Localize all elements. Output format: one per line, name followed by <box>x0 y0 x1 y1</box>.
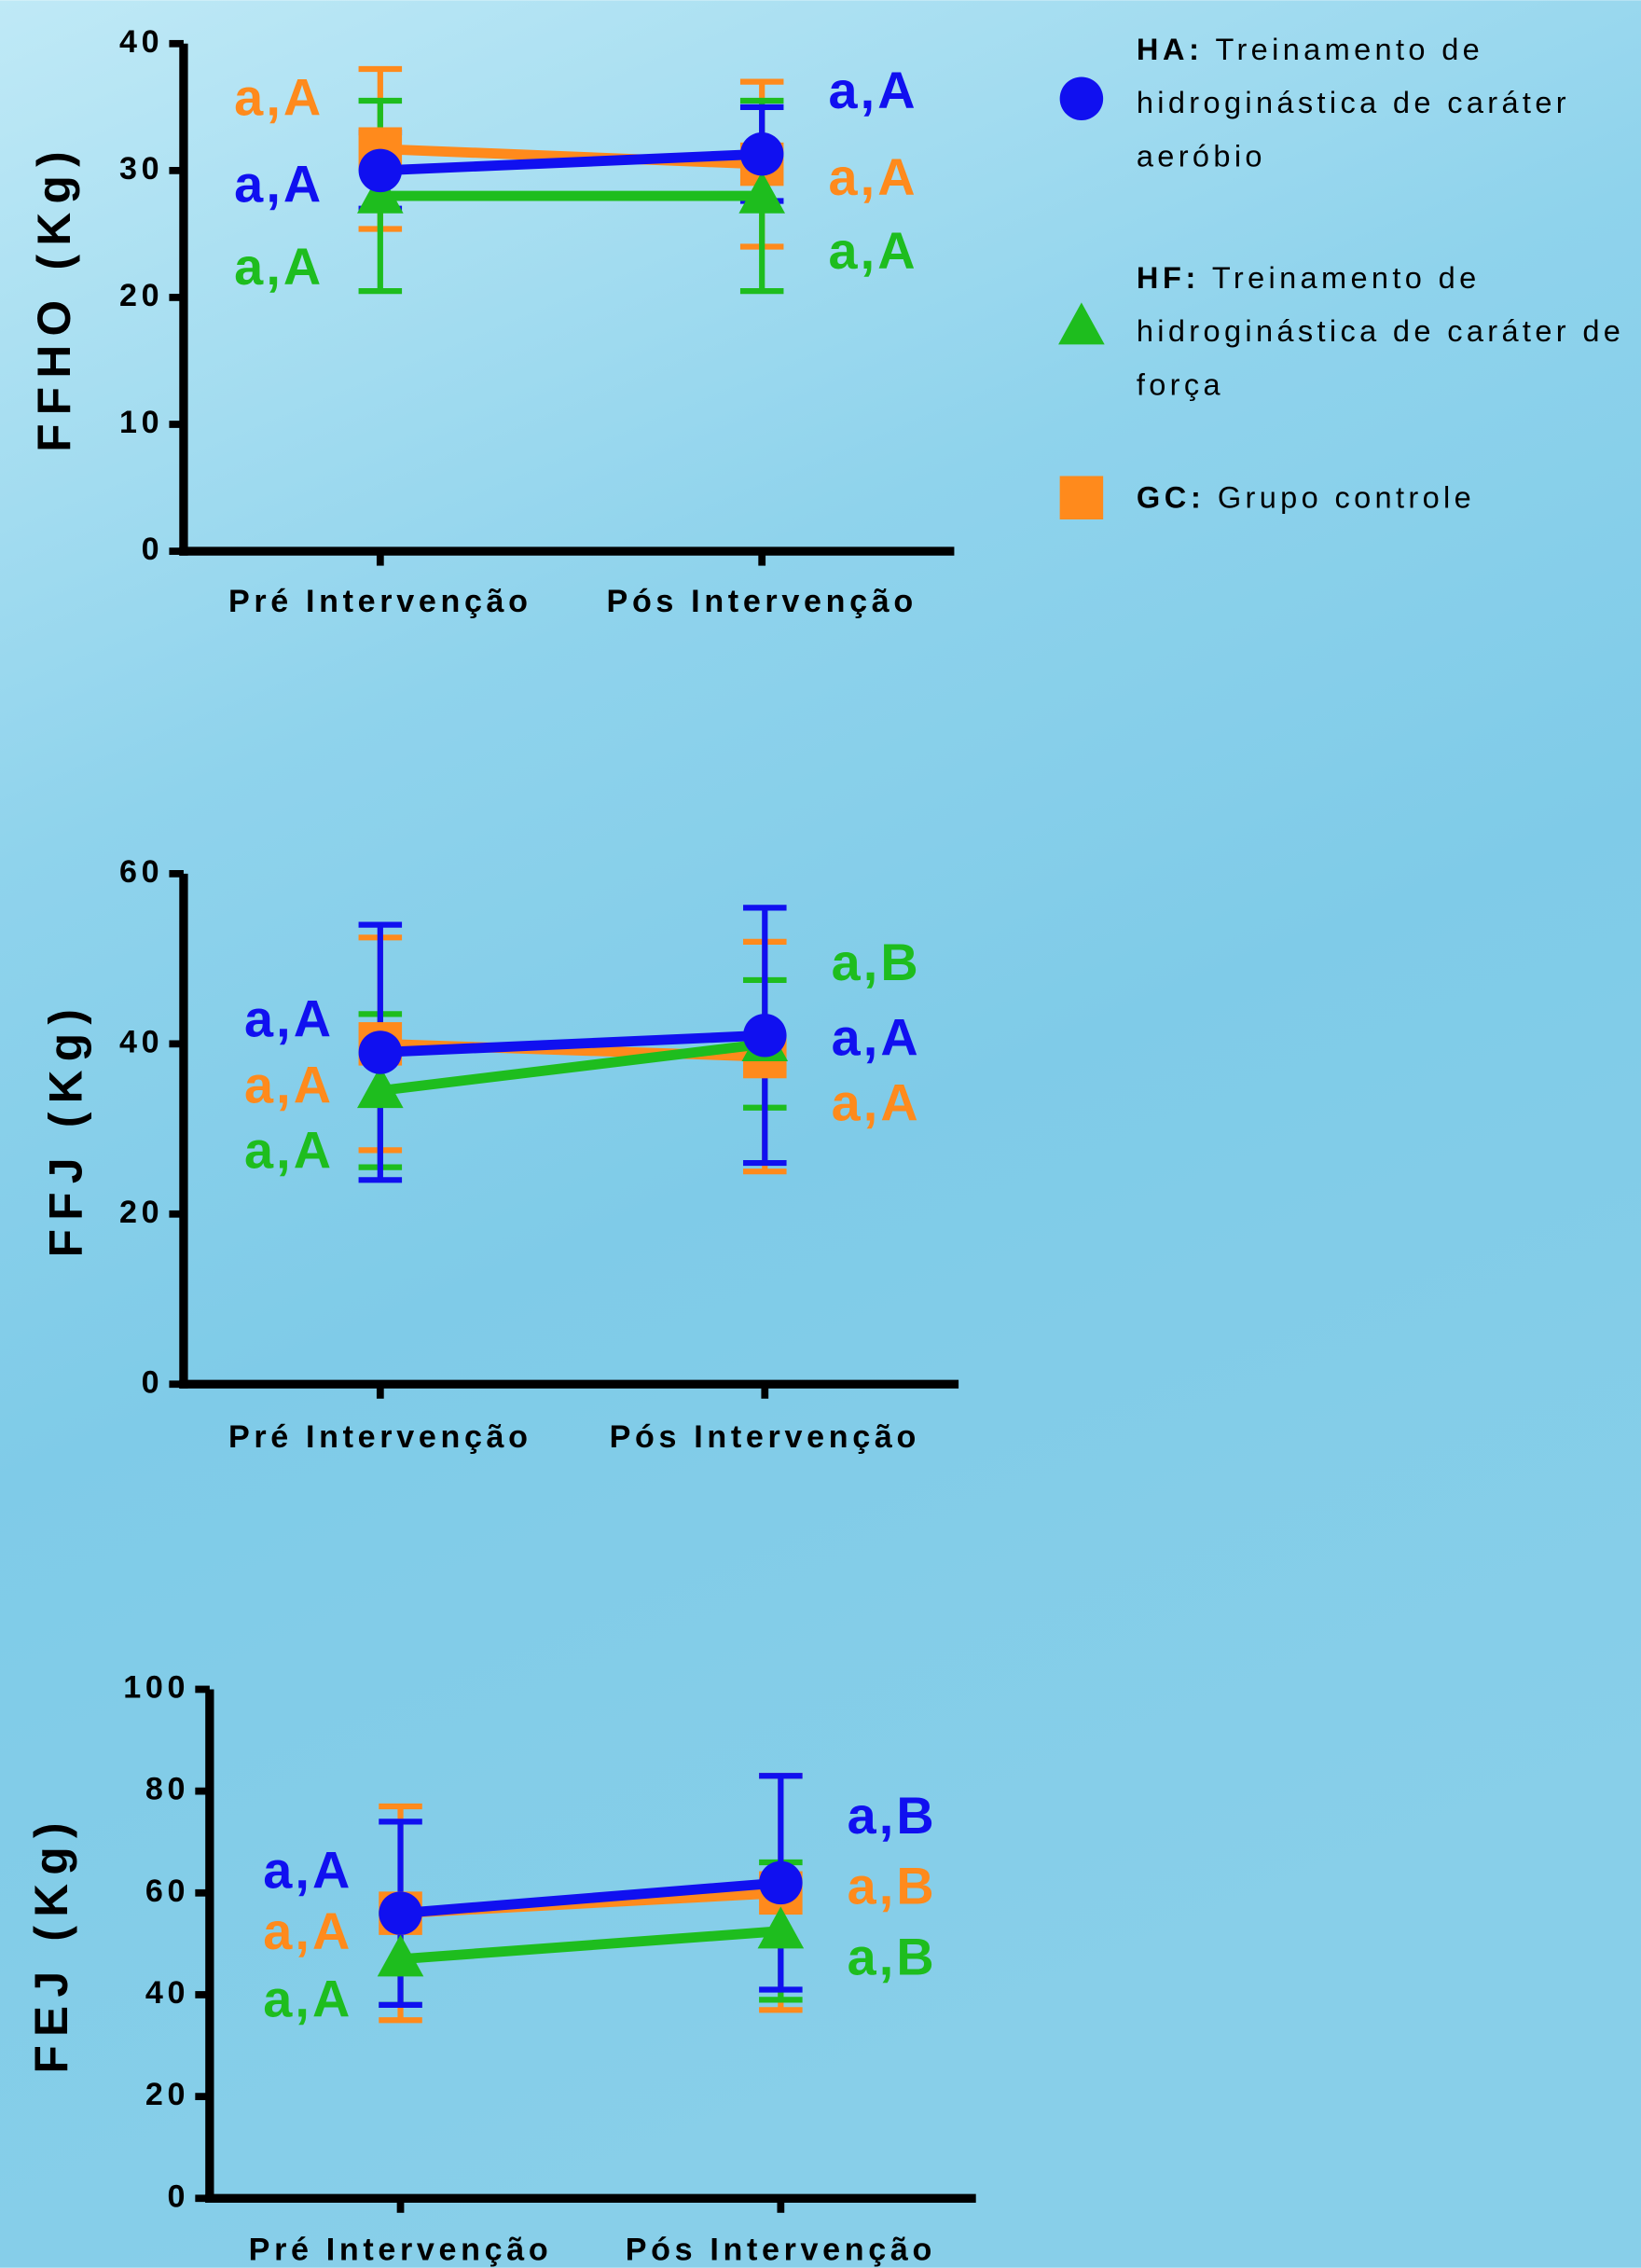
legend-description: Grupo controle <box>1218 482 1475 516</box>
y-tick-label: 60 <box>145 1874 189 1909</box>
marker-circle <box>759 1861 803 1905</box>
legend-description: Treinamento de hidroginástica de caráter… <box>1137 262 1624 402</box>
significance-label: a,A <box>832 1072 921 1131</box>
x-tick-label: Pós Intervenção <box>610 1419 920 1455</box>
legend-marker <box>1060 76 1104 120</box>
y-tick-label: 40 <box>145 1975 189 2011</box>
y-tick-label: 40 <box>119 24 163 60</box>
significance-label: a,A <box>829 61 918 119</box>
significance-label: a,A <box>263 1841 352 1900</box>
y-tick-label: 60 <box>119 854 163 890</box>
x-tick-label: Pré Intervenção <box>249 2233 553 2268</box>
significance-label: a,A <box>832 1008 921 1067</box>
significance-label: a,B <box>848 1786 937 1845</box>
significance-label: a,A <box>234 155 324 214</box>
significance-label: a,A <box>234 237 324 296</box>
significance-label: a,A <box>244 1056 334 1114</box>
y-tick-label: 40 <box>119 1024 163 1059</box>
legend-text: HF: Treinamento de hidroginástica de car… <box>1137 252 1641 412</box>
marker-circle <box>359 149 403 193</box>
marker-circle <box>379 1891 422 1935</box>
marker-circle <box>359 1030 403 1074</box>
legend-entry: HF: Treinamento de hidroginástica de car… <box>1137 252 1641 425</box>
page: 0 10 20 30 40 Pré Intervenção Pós Intervenção F… <box>0 0 1641 2268</box>
x-tick-label: Pós Intervenção <box>626 2233 936 2268</box>
y-axis-title: FEJ (Kg) <box>25 1814 77 2073</box>
significance-label: a,A <box>829 221 918 280</box>
x-tick-label: Pós Intervenção <box>607 584 917 619</box>
y-tick-label: 20 <box>119 1195 163 1230</box>
legend-marker <box>1060 476 1104 519</box>
y-tick-label: 30 <box>119 151 163 187</box>
y-tick-label: 0 <box>142 1364 164 1400</box>
y-tick-label: 0 <box>168 2178 190 2214</box>
significance-label: a,B <box>848 1928 937 1986</box>
significance-label: a,B <box>848 1857 937 1915</box>
y-tick-label: 20 <box>145 2077 189 2112</box>
y-tick-label: 0 <box>142 532 164 567</box>
legend-name: HF: <box>1137 262 1200 296</box>
significance-label: a,A <box>829 147 918 206</box>
y-tick-label: 20 <box>119 278 163 313</box>
significance-label: a,B <box>832 933 921 991</box>
significance-label: a,A <box>263 1970 352 2028</box>
legend-text: GC: Grupo controle <box>1137 472 1641 525</box>
marker-circle <box>743 1014 787 1058</box>
y-axis-title: FFHO (Kg) <box>28 143 80 452</box>
significance-label: a,A <box>244 989 334 1047</box>
x-tick-label: Pré Intervenção <box>228 584 532 619</box>
y-axis-title: FFJ (Kg) <box>40 1001 92 1258</box>
significance-label: a,A <box>234 68 324 127</box>
y-tick-label: 100 <box>123 1669 189 1705</box>
marker-circle <box>740 132 784 176</box>
y-tick-label: 80 <box>145 1772 189 1807</box>
y-tick-label: 10 <box>119 405 163 440</box>
legend-name: GC: <box>1137 482 1206 516</box>
significance-label: a,A <box>244 1120 334 1179</box>
figure: 0 10 20 30 40 Pré Intervenção Pós Intervenção F… <box>0 0 1641 2268</box>
legend-entry: HA: Treinamento de hidroginástica de car… <box>1137 23 1641 197</box>
x-tick-label: Pré Intervenção <box>228 1419 532 1455</box>
legend-entry: GC: Grupo controle <box>1137 472 1641 645</box>
legend-name: HA: <box>1137 34 1204 67</box>
legend-text: HA: Treinamento de hidroginástica de car… <box>1137 23 1641 184</box>
significance-label: a,A <box>263 1902 352 1960</box>
